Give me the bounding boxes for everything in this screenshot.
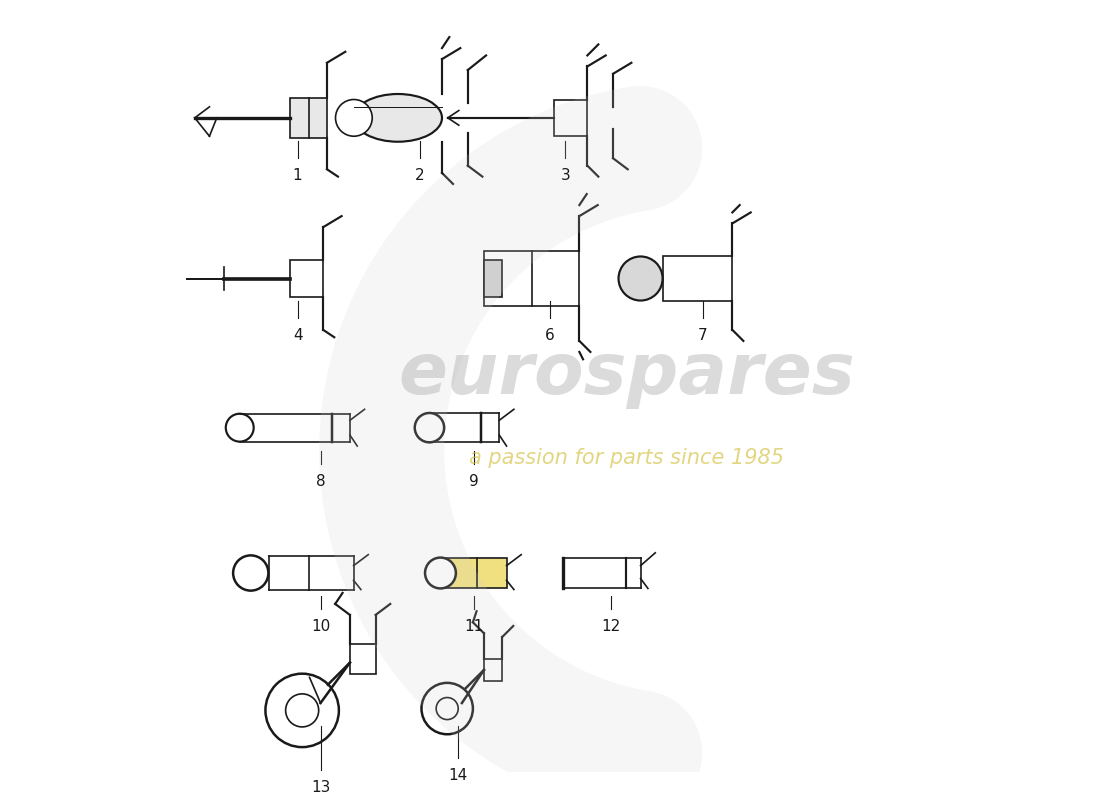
Text: 11: 11 (464, 619, 483, 634)
Bar (554, 99, 587, 136)
Circle shape (336, 99, 372, 136)
Bar (662, 257, 733, 301)
Bar (290, 260, 323, 297)
Circle shape (618, 257, 662, 301)
Text: 6: 6 (546, 328, 554, 343)
Circle shape (415, 413, 444, 442)
Text: 8: 8 (316, 474, 326, 489)
Text: 9: 9 (469, 474, 478, 489)
Text: 7: 7 (698, 328, 707, 343)
Bar (484, 659, 503, 681)
Bar (290, 98, 327, 138)
Text: 13: 13 (311, 779, 330, 794)
Text: 12: 12 (602, 619, 620, 634)
Text: 14: 14 (449, 768, 468, 783)
Text: 4: 4 (293, 328, 303, 343)
Bar (350, 644, 375, 674)
Ellipse shape (354, 94, 442, 142)
Circle shape (425, 558, 455, 589)
Text: 10: 10 (311, 619, 330, 634)
Text: 2: 2 (415, 167, 425, 182)
Bar (440, 558, 507, 589)
Text: 1: 1 (293, 167, 303, 182)
Bar (484, 251, 580, 306)
Text: a passion for parts since 1985: a passion for parts since 1985 (469, 448, 784, 468)
Text: eurospares: eurospares (398, 340, 855, 409)
Bar (484, 260, 503, 297)
Text: 3: 3 (560, 167, 570, 182)
